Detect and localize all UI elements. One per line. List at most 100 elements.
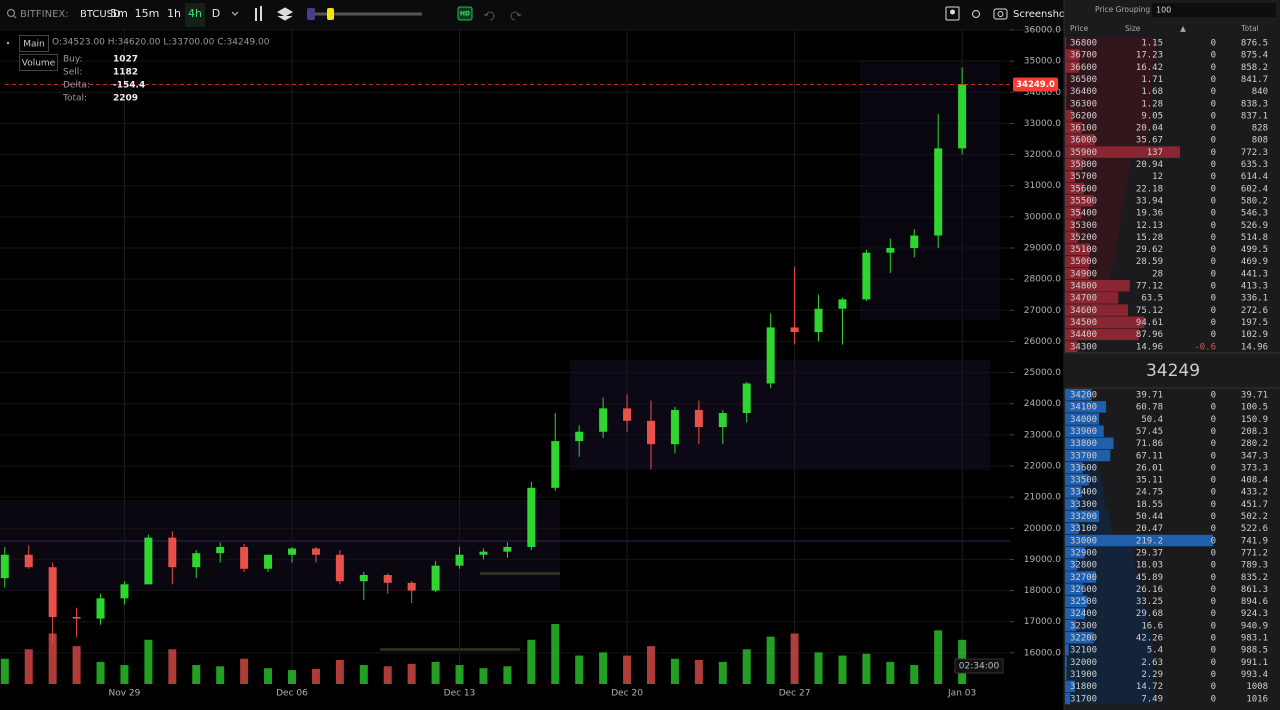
size-bar xyxy=(1065,546,1085,559)
size: 1.28 xyxy=(1141,99,1163,109)
timeframe[interactable]: 4h xyxy=(188,7,202,20)
volume-bar xyxy=(264,668,273,684)
volume-bar xyxy=(599,652,608,684)
delta: 0 xyxy=(1211,39,1216,49)
delta: 0 xyxy=(1211,561,1216,571)
size: 45.89 xyxy=(1136,573,1163,583)
size-bar xyxy=(1065,280,1130,292)
candle-body xyxy=(479,551,488,555)
heat-band xyxy=(0,500,560,590)
size: 20.47 xyxy=(1136,524,1163,534)
timeframe[interactable]: D xyxy=(212,7,220,20)
delta: 0 xyxy=(1211,233,1216,243)
price: 34500 xyxy=(1070,318,1097,328)
slider-knob[interactable] xyxy=(327,8,334,20)
volume-label: Volume xyxy=(22,59,56,69)
size-bar xyxy=(1065,692,1071,705)
exchange[interactable]: BITFINEX: xyxy=(20,9,69,20)
price: 36400 xyxy=(1070,87,1097,97)
last-price-label: 34249.0 xyxy=(1016,80,1055,90)
price: 34300 xyxy=(1070,342,1097,352)
candle-body xyxy=(599,408,608,432)
total: 433.2 xyxy=(1241,488,1268,498)
user-icon[interactable] xyxy=(945,6,960,21)
redo-icon[interactable] xyxy=(510,11,522,21)
depth-bar xyxy=(1065,37,1155,49)
grouping-value[interactable]: 100 xyxy=(1156,6,1171,15)
candle-body xyxy=(623,408,632,421)
volume-bar xyxy=(431,661,440,684)
grouping-input[interactable] xyxy=(1152,3,1276,17)
size-bar xyxy=(1065,656,1067,668)
total: 841.7 xyxy=(1241,75,1268,85)
y-tick-label: 20000.0 xyxy=(1024,524,1061,534)
size: 14.96 xyxy=(1136,342,1163,352)
volume-bar xyxy=(790,633,799,684)
delta: 0 xyxy=(1211,75,1216,85)
camera-icon[interactable] xyxy=(993,8,1008,20)
chart-type-icon[interactable] xyxy=(255,8,257,21)
timeframe[interactable]: 1h xyxy=(167,7,181,20)
price: 35200 xyxy=(1070,233,1097,243)
total: 14.96 xyxy=(1241,342,1268,352)
price: 33200 xyxy=(1070,512,1097,522)
delta: 0 xyxy=(1211,670,1216,680)
screenshot-button[interactable]: Screenshot xyxy=(1013,9,1069,20)
price: 34000 xyxy=(1070,415,1097,425)
stats: Buy: 1027 Sell: 1182 Delta: -154.4 Total: 2209 xyxy=(62,55,145,104)
delta: 0 xyxy=(1211,245,1216,255)
size-bar xyxy=(1065,461,1083,474)
size: 33.94 xyxy=(1136,196,1163,206)
candle-body xyxy=(96,598,105,619)
main-button[interactable] xyxy=(19,35,49,52)
size: 2.63 xyxy=(1141,658,1163,668)
total: 1008 xyxy=(1246,682,1268,692)
size: 28 xyxy=(1152,269,1163,279)
volume-layer xyxy=(0,624,967,684)
price: 33100 xyxy=(1070,524,1097,534)
price: 33400 xyxy=(1070,488,1097,498)
candle-body xyxy=(670,409,679,445)
hd-badge[interactable] xyxy=(457,6,473,21)
size: 16.42 xyxy=(1136,63,1163,73)
depth-bar xyxy=(1065,559,1135,572)
candle-body xyxy=(431,565,440,591)
price: 35700 xyxy=(1070,172,1097,182)
size-bar xyxy=(1065,619,1077,632)
candle-body xyxy=(216,546,225,554)
axes: 16000.0 17000.0 18000.0 19000.0 20000.0 21000… xyxy=(5,26,1061,699)
candle-body xyxy=(838,299,847,309)
candle-body xyxy=(694,409,703,428)
price: 32000 xyxy=(1070,658,1097,668)
total: 828 xyxy=(1252,124,1268,134)
price: 35300 xyxy=(1070,221,1097,231)
delta: 0 xyxy=(1211,694,1216,704)
volume-bar xyxy=(766,636,775,684)
theme-icon[interactable] xyxy=(972,10,980,18)
layers-icon[interactable] xyxy=(276,7,294,21)
timeframe-dropdown[interactable] xyxy=(231,11,239,16)
size: 9.05 xyxy=(1141,111,1163,121)
depth-bar xyxy=(1065,97,1152,110)
search-icon[interactable] xyxy=(6,8,16,18)
volume-button[interactable] xyxy=(19,54,58,71)
timeframe[interactable]: 5m xyxy=(110,7,128,20)
hd-label: HD xyxy=(460,11,470,18)
column-header[interactable]: ▲ xyxy=(1180,24,1186,33)
price: 32200 xyxy=(1070,634,1097,644)
size: 18.03 xyxy=(1136,561,1163,571)
slider-start[interactable] xyxy=(307,8,315,20)
delta: 0 xyxy=(1211,136,1216,146)
total: 1016 xyxy=(1246,694,1268,704)
symbol[interactable]: BTCUSD xyxy=(80,9,121,20)
candle-body xyxy=(958,84,967,149)
size-bar xyxy=(1065,425,1104,437)
ohlc: O:34523.00 H:34620.00 L:33700.00 C:34249… xyxy=(52,38,270,48)
size-bar xyxy=(1065,267,1089,280)
legend: Main Volume O:34523.00 H:34620.00 L:3370… xyxy=(6,35,270,104)
delta: 0 xyxy=(1211,609,1216,619)
user-icon xyxy=(950,9,955,15)
timeframe[interactable]: 15m xyxy=(135,7,160,20)
undo-icon[interactable] xyxy=(483,11,495,21)
volume-bar xyxy=(503,666,512,684)
